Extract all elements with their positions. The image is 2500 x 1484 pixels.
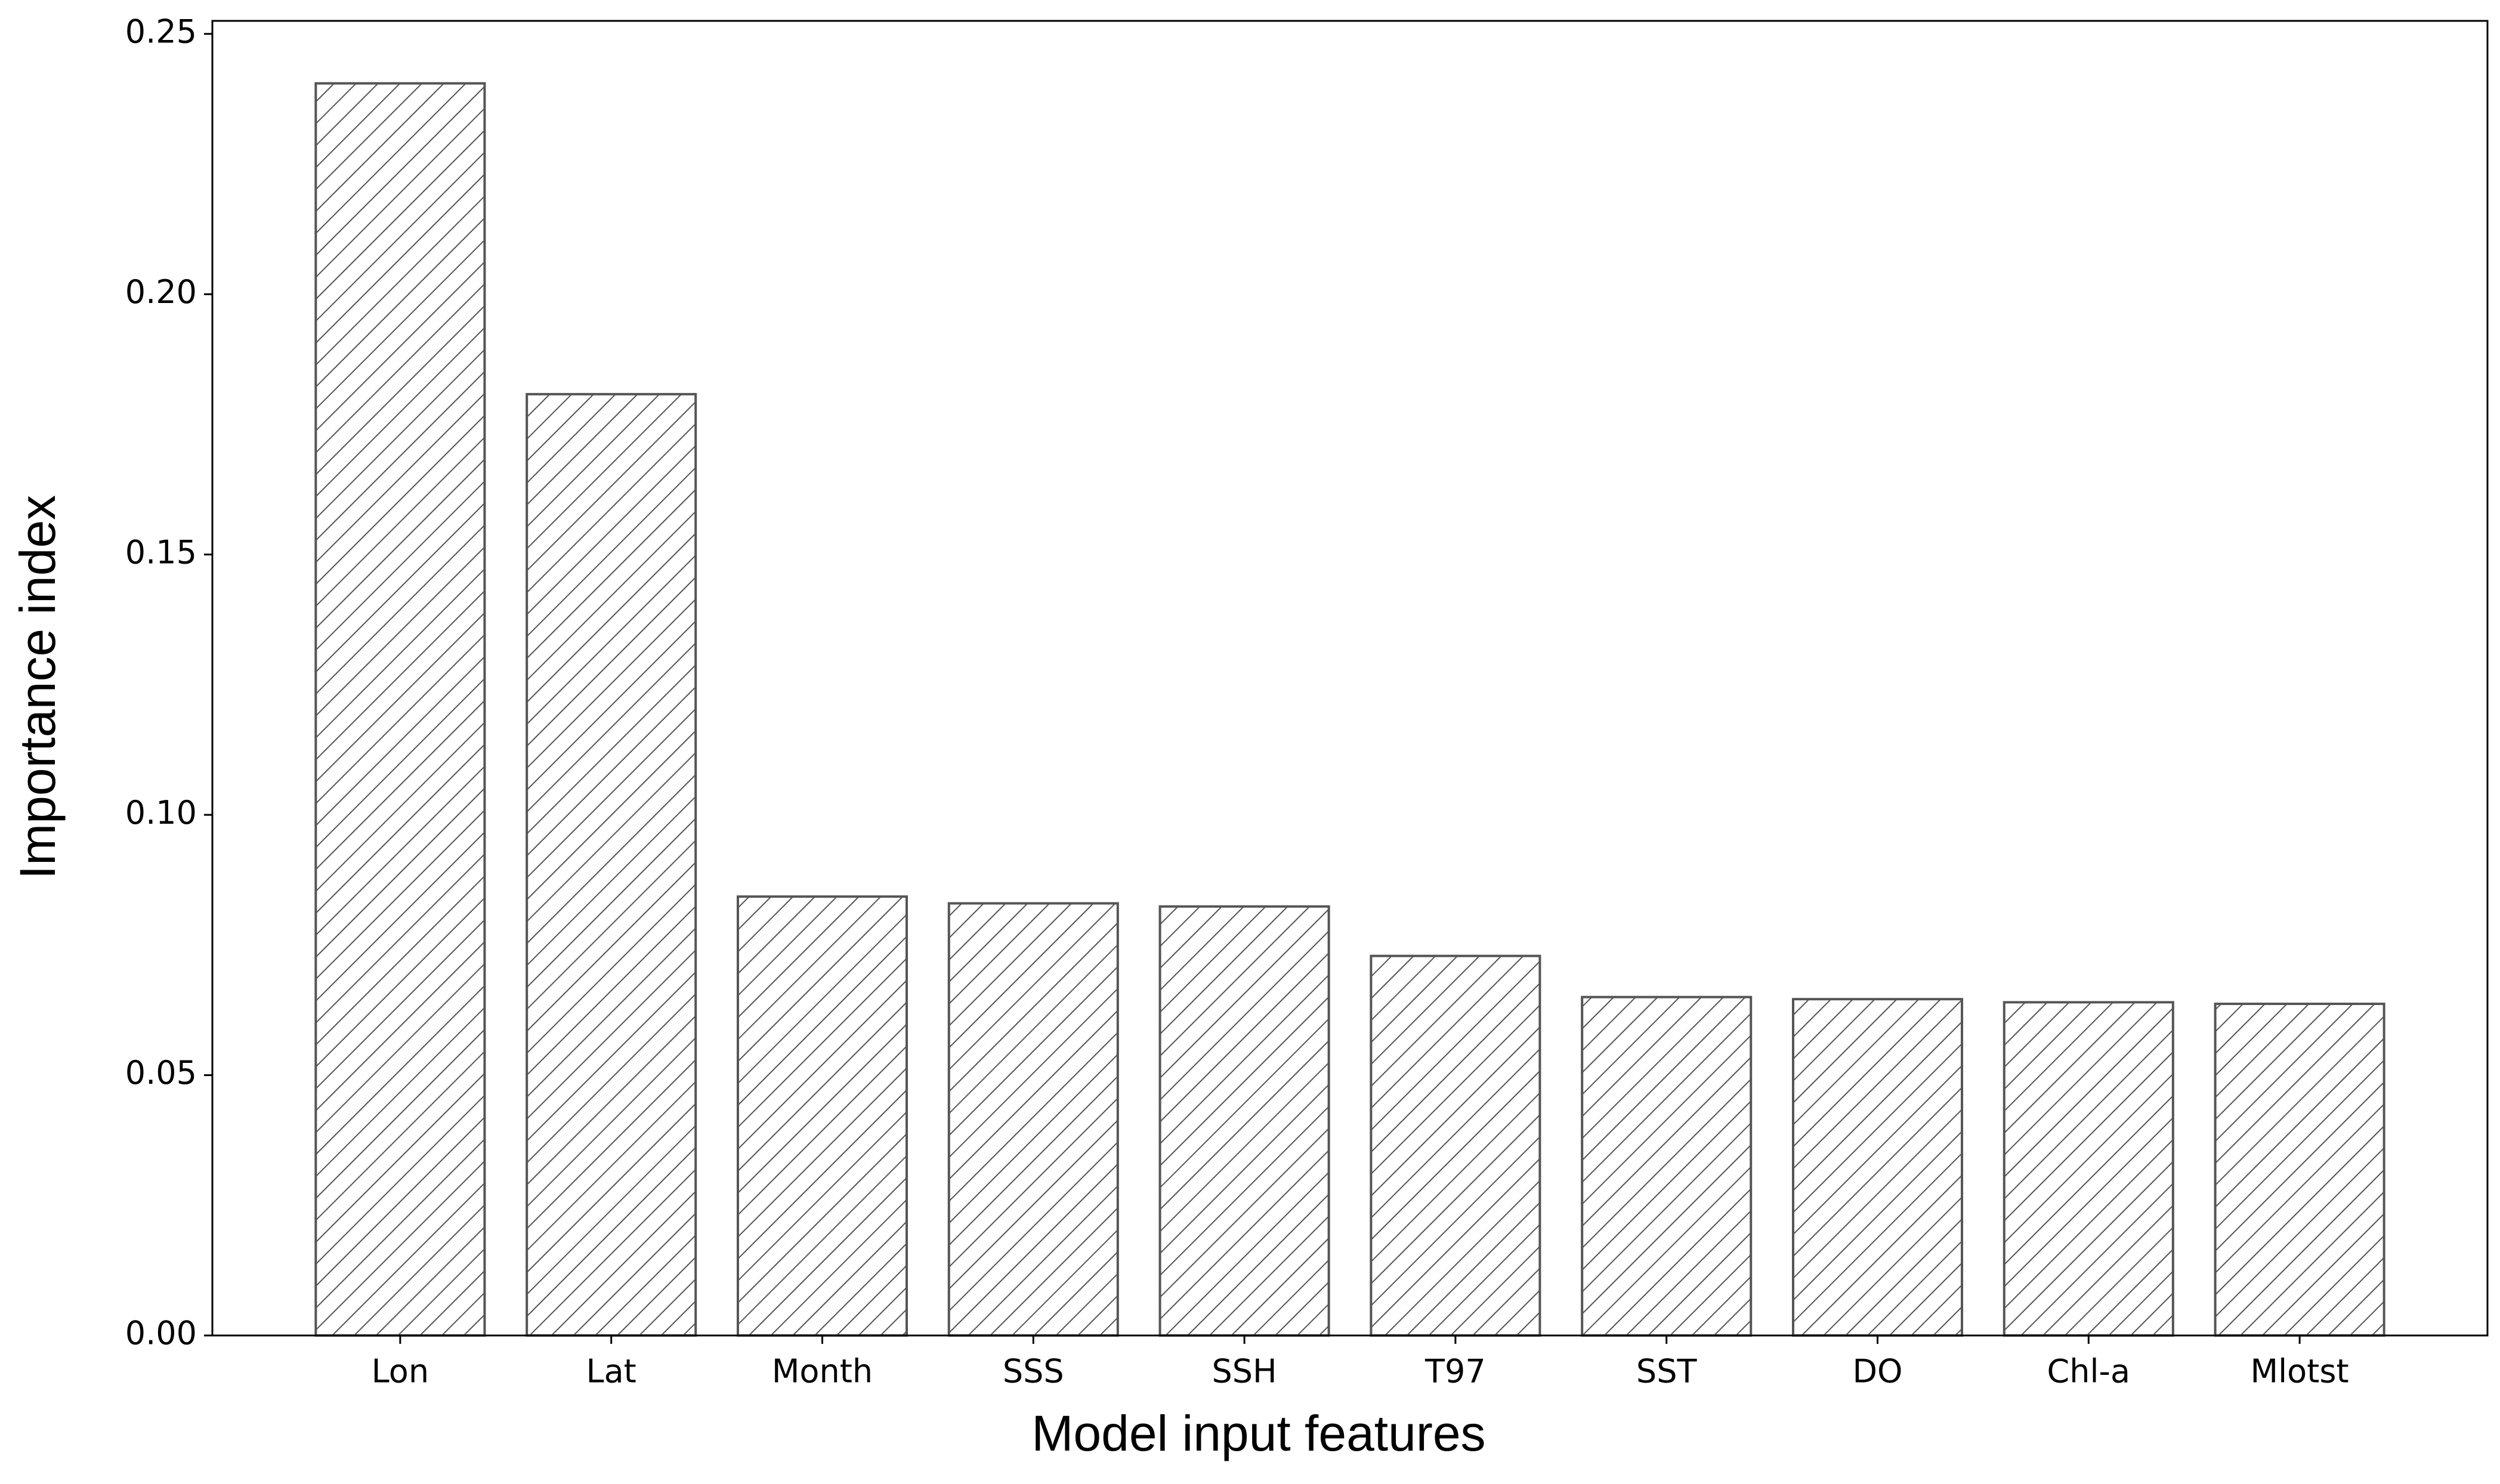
x-tick-label: SSS xyxy=(1003,1353,1064,1390)
x-tick-label: DO xyxy=(1852,1353,1902,1390)
bar xyxy=(1581,995,1753,1337)
x-tick-label: Lon xyxy=(372,1353,429,1390)
x-tick-label: Mlotst xyxy=(2251,1353,2349,1390)
x-tick-label: T97 xyxy=(1424,1353,1486,1390)
bar xyxy=(947,902,1119,1337)
y-tick-label: 0.00 xyxy=(125,1315,197,1352)
bar xyxy=(736,895,908,1337)
x-axis-label: Model input features xyxy=(1031,1405,1485,1461)
bar xyxy=(1370,954,1541,1337)
y-tick-label: 0.20 xyxy=(125,273,197,311)
y-tick-label: 0.10 xyxy=(125,794,197,831)
bar xyxy=(2214,1002,2385,1337)
x-tick-label: SST xyxy=(1636,1353,1698,1390)
x-tick-label: SSH xyxy=(1212,1353,1277,1390)
x-tick-label: Lat xyxy=(586,1353,636,1390)
y-tick-label: 0.25 xyxy=(125,13,197,50)
bar xyxy=(1791,998,1964,1337)
x-tick-label: Month xyxy=(772,1353,873,1390)
y-axis-label: Importance index xyxy=(10,495,66,879)
x-tick-label: Chl-a xyxy=(2047,1353,2131,1390)
bar xyxy=(2003,1001,2174,1337)
bar xyxy=(526,392,697,1337)
bar xyxy=(1158,905,1330,1337)
y-tick-label: 0.05 xyxy=(125,1054,197,1092)
y-tick-label: 0.15 xyxy=(125,533,197,571)
plot-frame xyxy=(211,20,2489,1337)
bar xyxy=(314,82,486,1337)
